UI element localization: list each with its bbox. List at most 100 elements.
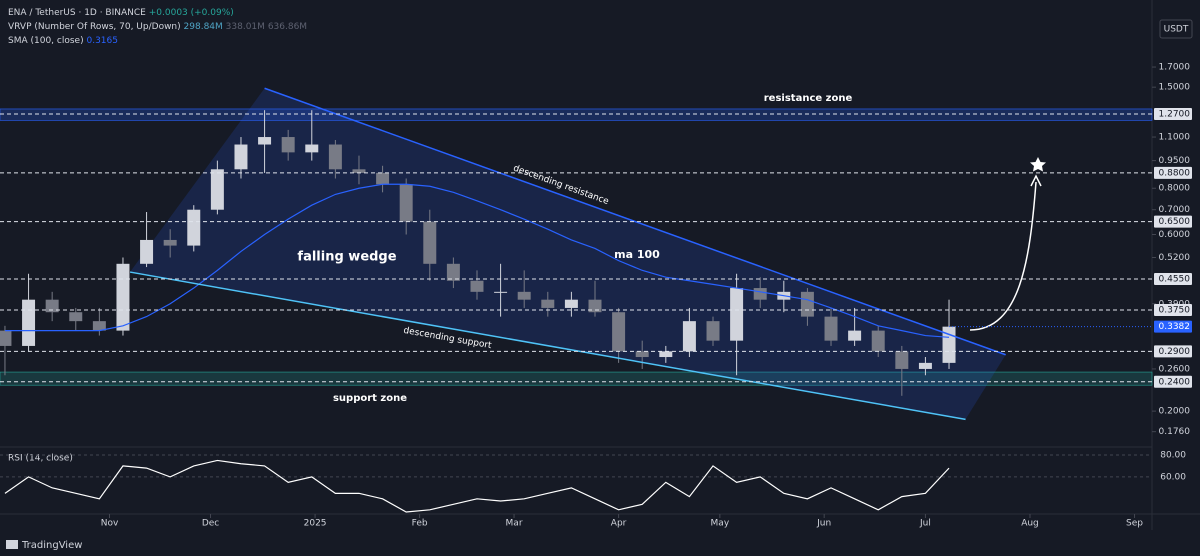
x-tick-label: Apr bbox=[611, 519, 627, 529]
candle-body bbox=[895, 351, 909, 369]
vrvp-value: 298.84M bbox=[184, 22, 223, 32]
zone-label: resistance zone bbox=[764, 93, 853, 104]
candle-body bbox=[800, 291, 814, 317]
annotation: ma 100 bbox=[614, 248, 660, 261]
candle-body bbox=[92, 321, 106, 331]
candle-body bbox=[140, 239, 154, 264]
x-tick-label: Feb bbox=[412, 519, 428, 529]
candle-body bbox=[494, 291, 508, 293]
candle-body bbox=[305, 144, 319, 153]
unit-label: USDT bbox=[1164, 25, 1189, 35]
level-label: 0.2400 bbox=[1159, 377, 1191, 387]
level-label: 0.6500 bbox=[1159, 217, 1191, 227]
wedge-fill bbox=[130, 88, 1006, 420]
header: ENA / TetherUS · 1D · BINANCE +0.0003 (+… bbox=[8, 8, 234, 18]
level-label: 0.2900 bbox=[1159, 347, 1191, 357]
candle-body bbox=[234, 144, 248, 170]
x-tick-label: Mar bbox=[506, 519, 523, 529]
candle-body bbox=[22, 299, 36, 346]
candle-body bbox=[682, 321, 696, 352]
level-label: 0.3750 bbox=[1159, 306, 1191, 316]
candle-body bbox=[635, 351, 649, 358]
y-tick-label: 0.1760 bbox=[1159, 427, 1191, 437]
sma-name: SMA (100, close) bbox=[8, 36, 84, 46]
candle-body bbox=[730, 288, 744, 341]
candle-body bbox=[0, 330, 12, 346]
level-tag bbox=[1154, 272, 1192, 285]
rsi-tick-label: 80.00 bbox=[1160, 450, 1186, 460]
candle-body bbox=[541, 299, 555, 308]
y-tick-label: 1.7000 bbox=[1159, 63, 1191, 73]
candle-body bbox=[659, 351, 673, 358]
y-tick-label: 0.8000 bbox=[1159, 184, 1191, 194]
y-tick-label: 0.6000 bbox=[1159, 230, 1191, 240]
sma-line bbox=[4, 183, 950, 338]
level-tag bbox=[1154, 166, 1192, 179]
sma-legend: SMA (100, close) 0.3165 bbox=[8, 36, 118, 46]
candle-body bbox=[753, 288, 767, 300]
candle-body bbox=[210, 169, 224, 210]
unit-box bbox=[1159, 19, 1193, 39]
rsi-line bbox=[4, 459, 950, 513]
candle-body bbox=[69, 312, 83, 322]
y-tick-label: 0.5200 bbox=[1159, 253, 1191, 263]
candle-body bbox=[918, 362, 932, 369]
vrvp-legend: VRVP (Number Of Rows, 70, Up/Down) 298.8… bbox=[8, 22, 307, 32]
candle-body bbox=[163, 239, 177, 246]
candle-body bbox=[706, 321, 720, 341]
candle-body bbox=[871, 330, 885, 352]
vrvp-name: VRVP (Number Of Rows, 70, Up/Down) bbox=[8, 22, 181, 32]
vrvp-value: 636.86M bbox=[268, 22, 307, 32]
candle-body bbox=[399, 184, 413, 222]
candle-body bbox=[824, 316, 838, 341]
annotation: falling wedge bbox=[297, 250, 396, 265]
level-tag bbox=[1154, 304, 1192, 317]
candle-body bbox=[423, 221, 437, 264]
x-tick-label: May bbox=[711, 519, 730, 529]
rsi-title: RSI (14, close) bbox=[8, 454, 73, 464]
y-tick-label: 0.9500 bbox=[1159, 156, 1191, 166]
candle-body bbox=[116, 263, 130, 331]
level-tag bbox=[1154, 215, 1192, 228]
x-tick-label: 2025 bbox=[304, 519, 327, 529]
candle-body bbox=[848, 330, 862, 341]
last-price-label: 0.3382 bbox=[1159, 322, 1191, 332]
candle-body bbox=[187, 209, 201, 246]
level-label: 0.8800 bbox=[1159, 168, 1191, 178]
candle-body bbox=[45, 299, 59, 313]
candle-body bbox=[470, 280, 484, 292]
candle-body bbox=[352, 169, 366, 173]
x-tick-label: Jun bbox=[816, 519, 831, 529]
y-tick-label: 1.5000 bbox=[1159, 83, 1191, 93]
level-tag bbox=[1154, 345, 1192, 358]
y-tick-label: 0.2000 bbox=[1159, 407, 1191, 417]
x-tick-label: Aug bbox=[1021, 519, 1039, 529]
projection-arrow bbox=[969, 181, 1037, 331]
candle-body bbox=[612, 312, 626, 352]
level-label: 1.2700 bbox=[1159, 109, 1191, 119]
candle-body bbox=[588, 299, 602, 313]
candle-body bbox=[258, 137, 272, 145]
candle-body bbox=[376, 172, 390, 185]
zone-label: support zone bbox=[333, 393, 407, 404]
trendline bbox=[129, 271, 966, 421]
level-tag bbox=[1154, 375, 1192, 388]
zone bbox=[0, 108, 1153, 121]
footer-brand: TradingView bbox=[21, 540, 82, 551]
candle-body bbox=[446, 263, 460, 281]
y-tick-label: 1.1000 bbox=[1159, 133, 1191, 143]
x-tick-label: Dec bbox=[202, 519, 219, 529]
candle-body bbox=[517, 291, 531, 300]
vrvp-value: 338.01M bbox=[226, 22, 265, 32]
candle-body bbox=[328, 144, 342, 170]
candle-body bbox=[564, 299, 578, 308]
brand-logo bbox=[6, 540, 18, 549]
level-tag bbox=[1154, 107, 1192, 120]
y-tick-label: 0.7000 bbox=[1159, 205, 1191, 215]
last-price-tag bbox=[1154, 320, 1192, 333]
candle-body bbox=[281, 137, 295, 153]
level-label: 0.4550 bbox=[1159, 274, 1191, 284]
